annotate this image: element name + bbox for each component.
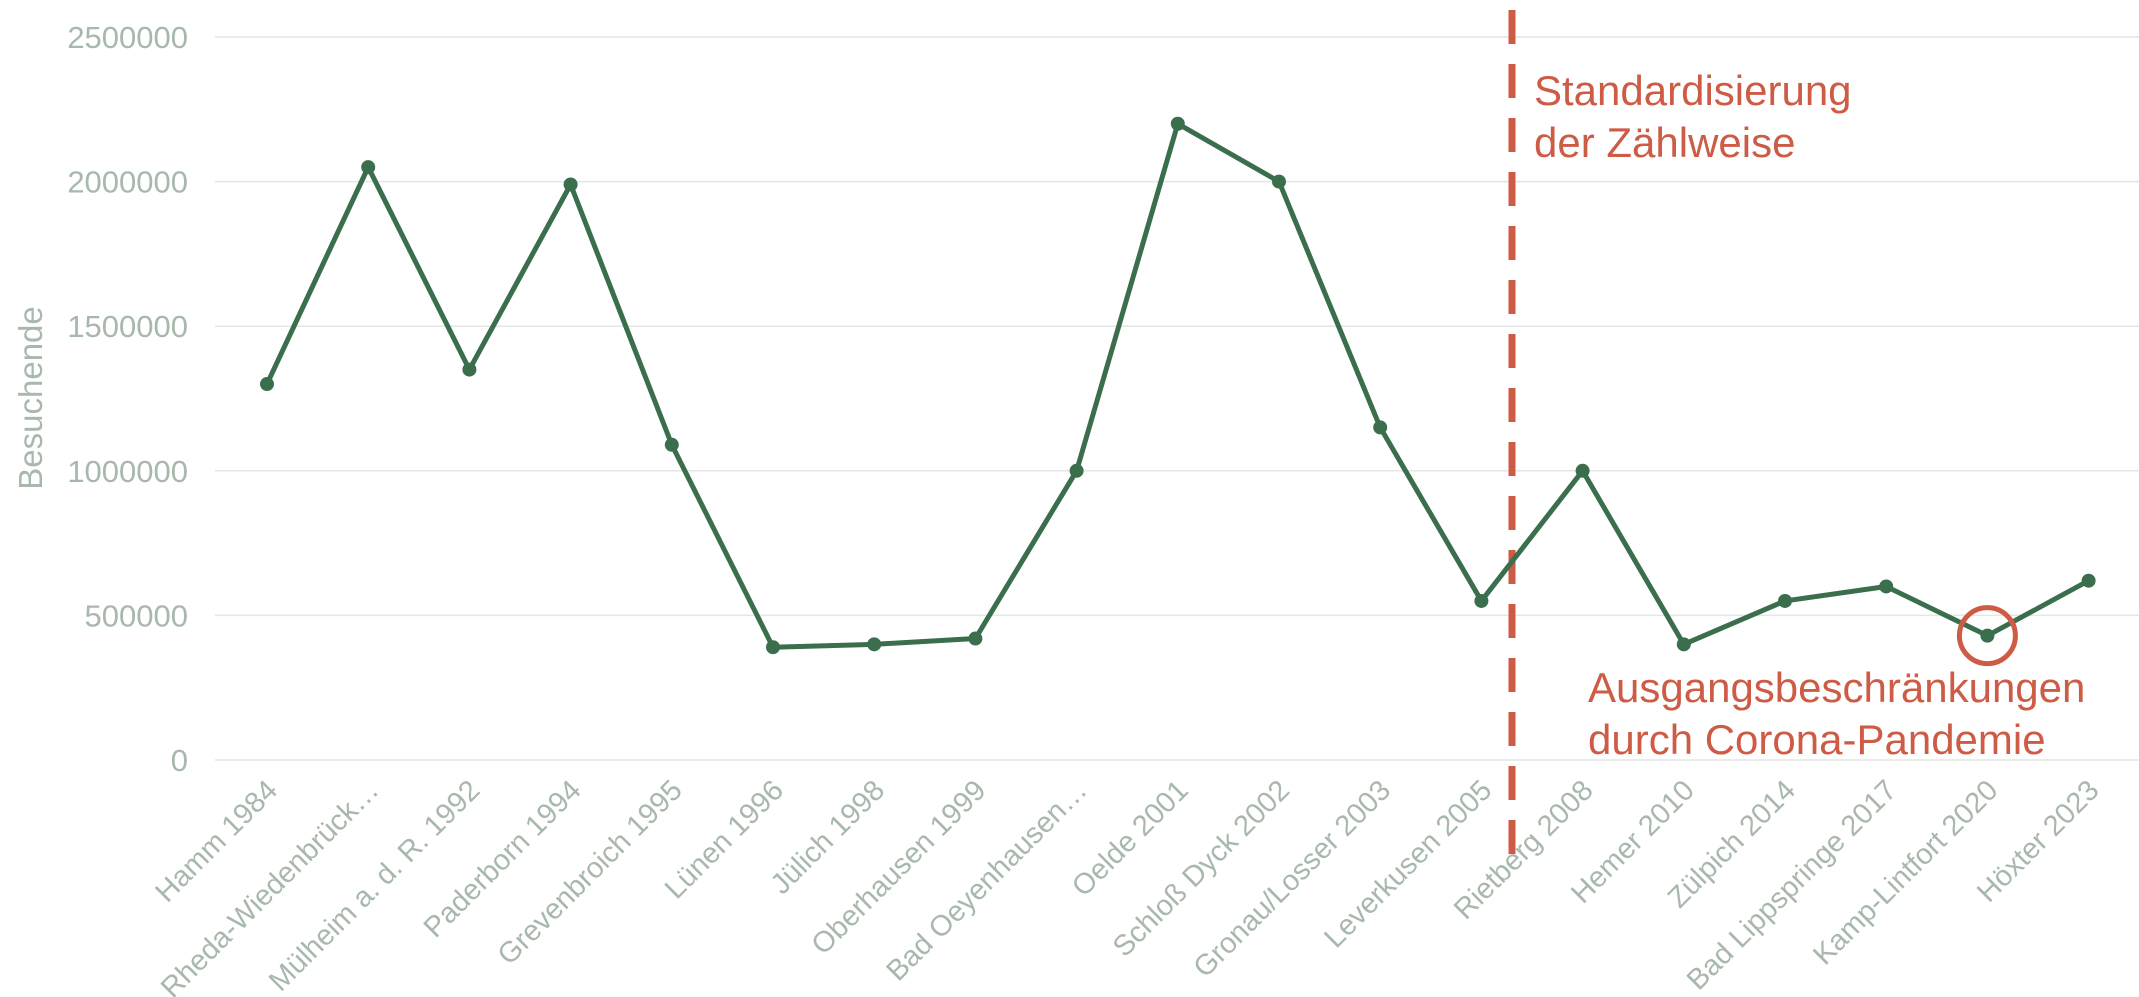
data-point bbox=[1069, 463, 1084, 478]
data-point bbox=[462, 362, 477, 377]
corona-highlight-circle bbox=[1956, 605, 2018, 667]
y-tick-label: 1500000 bbox=[67, 309, 188, 344]
data-point bbox=[1272, 174, 1286, 189]
data-point bbox=[766, 640, 780, 655]
x-tick-label: Kamp-Lintfort 2020 bbox=[1807, 774, 2004, 971]
y-tick-label: 2000000 bbox=[67, 165, 188, 200]
x-tick-label: Schloß Dyck 2002 bbox=[1107, 774, 1296, 963]
y-tick-label: 1000000 bbox=[67, 454, 188, 489]
data-point bbox=[563, 177, 578, 192]
data-point bbox=[361, 160, 376, 175]
data-point bbox=[260, 377, 274, 392]
x-tick-label: Oberhausen 1999 bbox=[806, 774, 993, 961]
data-point bbox=[867, 637, 882, 652]
corona-annotation-text: Ausgangsbeschränkungen bbox=[1588, 664, 2085, 711]
series-line bbox=[264, 121, 2092, 650]
data-point bbox=[1778, 593, 1792, 608]
x-tick-label: Leverkusen 2005 bbox=[1318, 774, 1498, 954]
data-point bbox=[1879, 579, 1894, 594]
corona-annotation-text: durch Corona-Pandemie bbox=[1588, 716, 2046, 763]
standardization-annotation-text: Standardisierung bbox=[1534, 67, 1852, 114]
data-point bbox=[968, 631, 983, 646]
x-tick-label: Grevenbroich 1995 bbox=[492, 774, 689, 971]
data-point bbox=[1170, 116, 1185, 131]
y-tick-label: 2500000 bbox=[67, 20, 188, 55]
data-point bbox=[1575, 463, 1590, 478]
x-tick-label: Bad Oeyenhausen… bbox=[881, 774, 1094, 987]
y-axis-title: Besuchende bbox=[12, 306, 49, 489]
y-tick-label: 0 bbox=[171, 743, 188, 778]
data-point bbox=[1373, 420, 1388, 435]
data-point bbox=[664, 437, 679, 452]
standardization-annotation-text: der Zählweise bbox=[1534, 119, 1795, 166]
y-tick-label: 500000 bbox=[85, 598, 188, 633]
x-tick-label: Gronau/Losser 2003 bbox=[1188, 774, 1398, 984]
data-point bbox=[2081, 573, 2096, 588]
data-point bbox=[1474, 593, 1489, 608]
data-point bbox=[1676, 637, 1691, 652]
data-point bbox=[1980, 628, 1995, 643]
